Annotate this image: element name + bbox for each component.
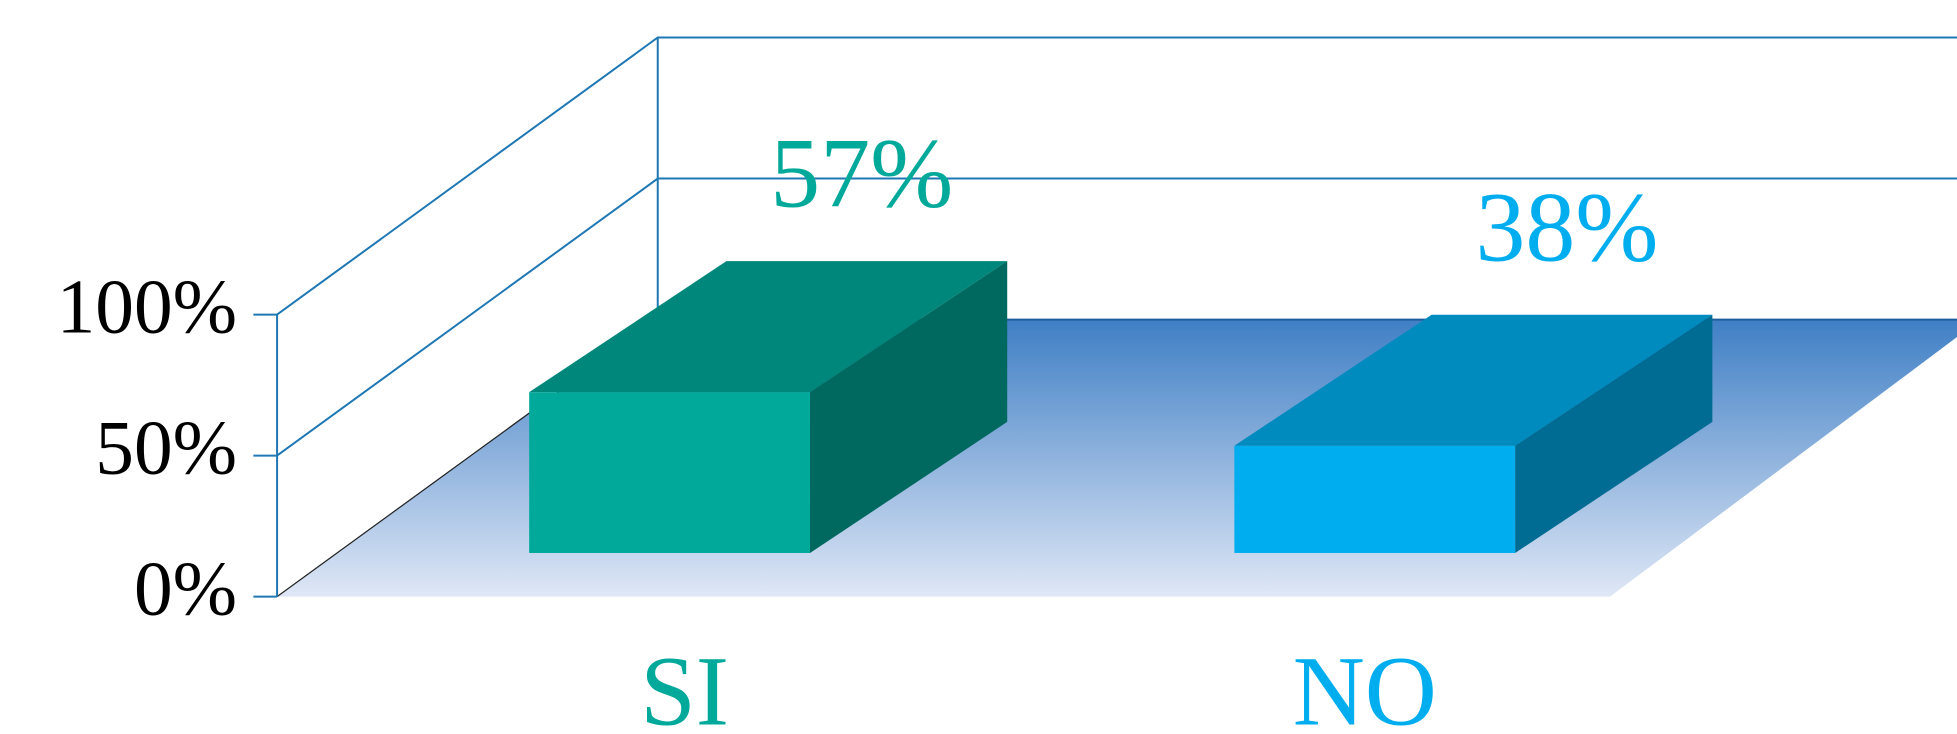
bar-top	[1234, 314, 1713, 446]
bar-front	[1234, 445, 1516, 553]
data-label: 38%	[1475, 171, 1658, 282]
x-tick-label: NO	[1293, 635, 1437, 734]
bar-side	[810, 261, 1008, 553]
x-tick-label: SI	[640, 635, 729, 734]
data-label: 57%	[770, 118, 953, 229]
y-tick-label: 100%	[57, 263, 238, 349]
bar-front	[529, 392, 811, 553]
grid-line	[276, 177, 1957, 457]
y-tick-label: 0%	[134, 545, 237, 631]
bar-top	[529, 261, 1008, 393]
bar-side	[1515, 314, 1713, 553]
y-tick-label: 50%	[95, 404, 237, 490]
grid-line	[276, 36, 1957, 316]
